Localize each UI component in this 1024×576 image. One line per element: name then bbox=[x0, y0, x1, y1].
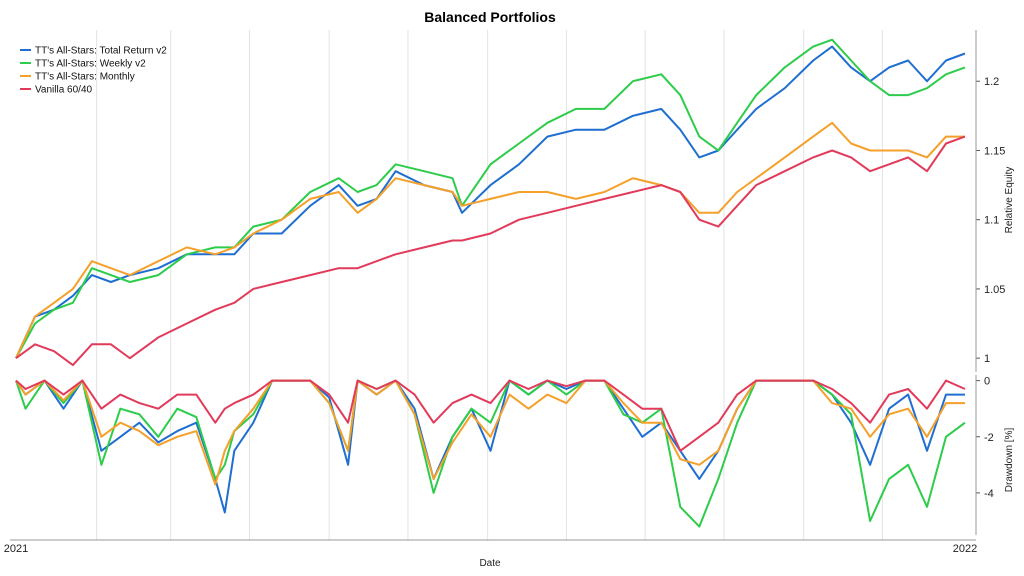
series-line-2 bbox=[15, 121, 965, 359]
y-tick-label: 1.05 bbox=[984, 284, 1005, 296]
y-tick-label: 1 bbox=[984, 353, 990, 365]
equity-y-axis: 1 1.05 1.1 1.15 1.2 bbox=[975, 30, 1005, 372]
x-tick-label: 2022 bbox=[953, 543, 977, 555]
y-tick-label: -4 bbox=[984, 488, 994, 500]
chart-title: Balanced Portfolios bbox=[424, 9, 556, 25]
series-line-0 bbox=[15, 45, 966, 359]
legend-label: TT's All-Stars: Weekly v2 bbox=[35, 59, 146, 70]
y-tick-label: -2 bbox=[984, 432, 994, 444]
x-axis-title: Date bbox=[479, 558, 501, 569]
drawdown-y-axis: 0 -2 -4 bbox=[975, 375, 994, 535]
equity-panel: 1 1.05 1.1 1.15 1.2 bbox=[15, 30, 1005, 372]
y-tick-label: 1.1 bbox=[984, 215, 999, 227]
grid-lines bbox=[96, 30, 883, 540]
series-line-1 bbox=[15, 38, 966, 359]
legend-label: Vanilla 60/40 bbox=[35, 85, 93, 96]
y-axis-title-equity: Relative Equity bbox=[1004, 167, 1015, 234]
legend-label: TT's All-Stars: Total Return v2 bbox=[35, 46, 167, 57]
drawdown-lines bbox=[15, 379, 966, 528]
y-tick-label: 0 bbox=[984, 376, 990, 388]
series-line-2 bbox=[15, 379, 965, 486]
x-tick-label: 2021 bbox=[4, 543, 28, 555]
drawdown-panel: 0 -2 -4 bbox=[15, 375, 994, 535]
y-tick-label: 1.15 bbox=[984, 145, 1005, 157]
series-line-3 bbox=[15, 379, 966, 452]
series-line-3 bbox=[15, 135, 966, 367]
series-line-0 bbox=[15, 379, 965, 514]
equity-lines bbox=[15, 38, 966, 367]
y-tick-label: 1.2 bbox=[984, 76, 999, 88]
legend: TT's All-Stars: Total Return v2 TT's All… bbox=[20, 46, 167, 96]
legend-label: TT's All-Stars: Monthly bbox=[35, 72, 135, 83]
y-axis-title-drawdown: Drawdown [%] bbox=[1004, 428, 1015, 493]
